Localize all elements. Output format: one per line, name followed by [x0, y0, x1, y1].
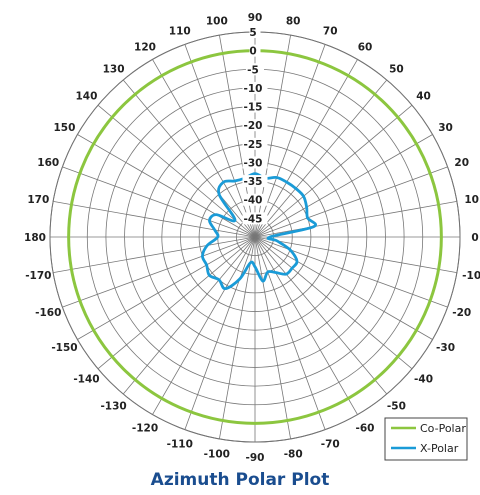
angle-tick-label: 100: [206, 15, 228, 27]
grid-spoke: [254, 236, 291, 439]
grid-spoke: [254, 236, 433, 340]
legend-box: [384, 417, 468, 461]
angle-tick-label: 90: [248, 12, 263, 24]
radial-tick-label: -5: [247, 64, 259, 76]
chart-title: Azimuth Polar Plot: [150, 470, 330, 490]
radial-tick-label: 0: [249, 46, 256, 58]
radial-tick-label: -20: [244, 120, 263, 132]
radial-tick-bg: [246, 63, 264, 76]
grid-spoke: [254, 236, 413, 370]
angle-tick-label: 180: [24, 232, 46, 244]
angle-tick-label: -130: [100, 401, 126, 413]
grid-spoke: [53, 201, 256, 238]
grid-spoke: [152, 59, 256, 238]
grid-spoke: [77, 236, 256, 340]
radial-tick-bg: [242, 175, 268, 188]
radial-tick-bg: [242, 212, 268, 225]
radial-tick-labels: 5 0 -5 -10 -15 -20 -25 -30 -35 -40 -45: [242, 26, 268, 225]
grid-spoke: [254, 201, 457, 238]
grid-spoke: [152, 236, 256, 415]
radial-tick-bg: [242, 156, 268, 169]
grid-spoke: [122, 79, 256, 238]
angle-tick-label: 160: [37, 157, 59, 169]
angle-tick-label: 80: [286, 15, 301, 27]
radial-tick-bg: [242, 137, 268, 150]
grid-spoke: [77, 134, 256, 238]
angle-tick-label: -140: [73, 373, 99, 385]
angle-tick-label: -100: [204, 449, 230, 461]
angle-tick-label: 120: [134, 41, 156, 53]
angle-tick-label: 110: [169, 25, 191, 37]
angle-tick-label: 60: [358, 41, 373, 53]
grid-spoke: [254, 79, 388, 238]
angle-tick-label: -170: [25, 270, 51, 282]
radial-tick-bg: [242, 119, 268, 132]
grid-spoke: [254, 134, 433, 238]
angle-tick-label: -110: [167, 439, 193, 451]
grid-spoke: [219, 236, 256, 439]
legend-label-co-polar: Co-Polar: [420, 422, 466, 435]
radial-tick-bg: [242, 193, 268, 206]
grid-spoke: [254, 104, 413, 238]
angle-tick-label: -10: [462, 270, 480, 282]
radial-tick-label: -10: [244, 83, 263, 95]
angle-tick-label: 40: [416, 91, 431, 103]
angle-tick-label: 30: [438, 122, 453, 134]
radial-tick-label: -35: [244, 176, 263, 188]
grid-spoke: [122, 236, 256, 395]
radial-tick-label: 5: [249, 27, 256, 39]
angle-tick-label: -30: [436, 342, 455, 354]
grid-spoke: [97, 104, 256, 238]
grid-spoke: [254, 59, 358, 238]
angle-tick-label: -150: [51, 342, 77, 354]
grid-spoke: [97, 236, 256, 370]
angle-tick-label: 150: [54, 122, 76, 134]
angle-tick-label: -80: [284, 449, 303, 461]
angle-tick-label: 130: [103, 63, 125, 75]
grid-spoke: [254, 236, 358, 415]
angle-tick-label: -90: [246, 452, 265, 464]
grid-spoke: [184, 236, 256, 430]
angle-tick-label: -40: [414, 373, 433, 385]
grid-spoke: [62, 166, 256, 238]
radial-tick-label: -15: [244, 102, 263, 114]
legend-label-x-polar: X-Polar: [420, 442, 459, 455]
radial-tick-bg: [249, 44, 261, 57]
grid-spoke: [254, 236, 388, 395]
radial-tick-bg: [242, 81, 268, 94]
legend: Co-Polar X-Polar: [384, 417, 468, 461]
angle-tick-label: -50: [387, 401, 406, 413]
angle-tick-label: -160: [35, 307, 61, 319]
angle-tick-label: 50: [389, 63, 404, 75]
angle-tick-labels: 90 80706050403020100-10-20-30-40-50-60-70…: [24, 12, 480, 464]
angle-tick-label: 0: [471, 232, 478, 244]
polar-grid: [49, 31, 461, 443]
angle-tick-label: 140: [76, 91, 98, 103]
grid-spoke: [53, 236, 256, 273]
angle-tick-label: 10: [464, 194, 479, 206]
grid-spoke: [254, 166, 448, 238]
series-line-x-polar: [201, 172, 317, 291]
angle-tick-label: -70: [321, 439, 340, 451]
radial-tick-label: -25: [244, 139, 263, 151]
grid-spoke: [254, 236, 457, 273]
grid-spoke: [62, 236, 256, 308]
radial-tick-label: -45: [244, 213, 263, 225]
angle-tick-label: -120: [132, 423, 158, 435]
grid-spoke: [254, 236, 326, 430]
angle-tick-label: 170: [27, 194, 49, 206]
angle-tick-label: -60: [356, 423, 375, 435]
radial-tick-bg: [242, 100, 268, 113]
radial-tick-label: -30: [244, 157, 263, 169]
angle-tick-label: -20: [452, 307, 471, 319]
angle-tick-label: 20: [454, 157, 469, 169]
angle-tick-label: 70: [323, 25, 338, 37]
radial-tick-label: -40: [244, 195, 263, 207]
radial-tick-bg: [249, 26, 261, 38]
